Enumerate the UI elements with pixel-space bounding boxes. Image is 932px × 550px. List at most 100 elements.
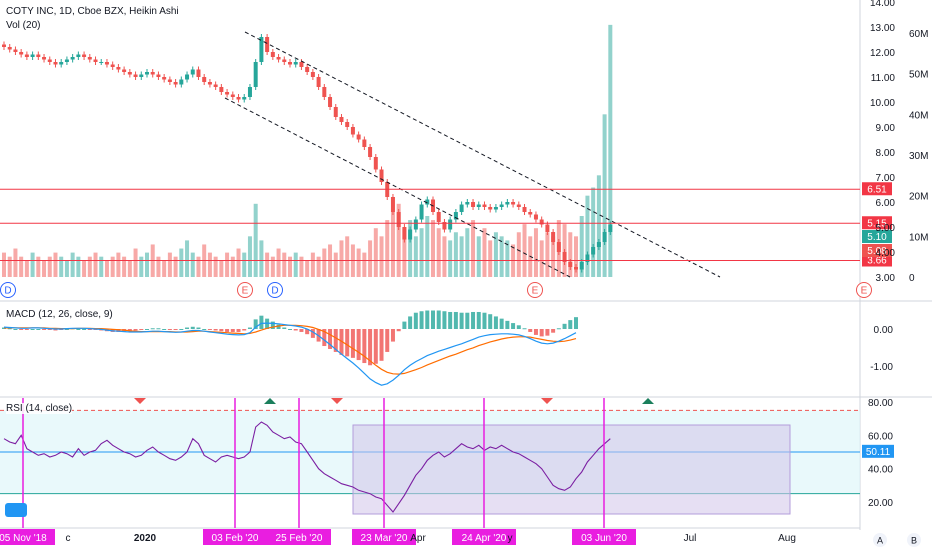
candle-body <box>499 204 504 207</box>
price-axis-tick: 3.00 <box>876 273 896 284</box>
candle-body <box>350 127 355 135</box>
volume-bar <box>505 240 510 277</box>
volume-bar <box>419 228 424 277</box>
dividend-marker <box>267 282 283 298</box>
sell-signal-arrow <box>134 398 146 404</box>
date-marker-tag <box>267 529 331 545</box>
event-marker-label: E <box>532 286 539 297</box>
price-axis-tick: 11.00 <box>871 73 896 84</box>
candle-body <box>288 62 292 65</box>
volume-bar <box>339 240 344 277</box>
volume-bar <box>436 228 441 277</box>
candle-body <box>413 219 418 230</box>
macd-histogram-bar <box>574 317 578 329</box>
candle-body <box>390 197 395 212</box>
macd-histogram-bar <box>522 328 527 330</box>
candle-body <box>362 139 367 147</box>
candle-body <box>579 262 584 270</box>
rsi-line <box>3 421 611 513</box>
macd-histogram-bar <box>162 329 167 330</box>
price-tag-label: 5.08 <box>867 246 887 257</box>
time-axis-tick: Jul <box>684 533 697 544</box>
volume-bar <box>30 252 35 277</box>
macd-histogram-bar <box>545 329 550 336</box>
time-axis-tick: Aug <box>778 533 796 544</box>
time-axis-tick: 2020 <box>134 533 157 544</box>
volume-bar <box>316 256 321 277</box>
macd-histogram-bar <box>47 329 52 330</box>
candle-body <box>293 62 298 65</box>
rsi-axis-tick: 20.00 <box>868 498 893 509</box>
volume-bar <box>431 220 435 277</box>
bottom-button <box>907 533 921 547</box>
candle-body <box>259 37 264 62</box>
macd-axis-tick: 0.00 <box>874 325 894 336</box>
chart-title: COTY INC, 1D, Cboe BZX, Heikin Ashi <box>6 6 179 17</box>
rsi-value-tag-label: 50.11 <box>866 447 891 458</box>
candle-body <box>64 59 69 62</box>
price-level-tag-label: 3.66 <box>867 256 887 267</box>
rsi-label: RSI (14, close) <box>6 403 73 414</box>
price-tag-label: 5.10 <box>867 232 887 243</box>
candle-body <box>402 227 407 240</box>
date-marker-label: 03 Feb '20 <box>212 533 259 544</box>
macd-histogram-bar <box>431 310 435 329</box>
macd-histogram-bar <box>213 329 218 331</box>
macd-histogram-bar <box>493 316 498 329</box>
rsi-axis-tick: 60.00 <box>868 431 893 442</box>
macd-histogram-bar <box>30 329 35 330</box>
rsi-range-box <box>352 424 791 515</box>
candle-body <box>562 252 567 262</box>
volume-bar <box>362 252 367 277</box>
volume-bar <box>127 260 132 277</box>
volume-bar <box>390 211 395 277</box>
volume-bar <box>207 252 212 277</box>
volume-bar <box>293 252 298 277</box>
volume-bar <box>522 224 527 277</box>
macd-histogram-bar <box>288 329 292 330</box>
volume-bar <box>242 252 247 277</box>
macd-histogram-bar <box>219 329 224 332</box>
volume-bar <box>442 236 447 277</box>
price-axis-tick: 8.00 <box>876 148 896 159</box>
buy-signal-arrow <box>264 398 276 404</box>
volume-bar <box>236 248 241 277</box>
candle-body <box>333 107 338 117</box>
candle-body <box>150 72 155 75</box>
macd-histogram-bar <box>488 314 493 329</box>
volume-bar <box>133 248 138 277</box>
volume-axis-tick: 10M <box>909 232 928 243</box>
candle-body <box>276 57 281 60</box>
date-marker-tag <box>572 529 636 545</box>
dividend-marker <box>0 282 16 298</box>
macd-histogram-bar <box>230 329 235 332</box>
bottom-button-label: A <box>877 536 883 546</box>
volume-axis-tick: 0 <box>909 273 915 284</box>
price-tag <box>862 244 892 257</box>
rsi-axis-tick: 40.00 <box>868 465 893 476</box>
macd-histogram-bar <box>350 329 355 358</box>
candle-body <box>173 82 178 85</box>
macd-histogram-bar <box>339 329 344 355</box>
macd-histogram-bar <box>265 318 270 329</box>
candle-body <box>453 212 458 220</box>
volume-bar <box>64 260 69 277</box>
time-axis-tick: Apr <box>410 533 426 544</box>
price-axis-tick: 12.00 <box>870 48 895 59</box>
macd-signal-line <box>4 324 577 375</box>
rsi-axis-tick: 80.00 <box>868 398 893 409</box>
volume-bar <box>173 256 178 277</box>
macd-histogram-bar <box>247 327 252 329</box>
candle-body <box>356 134 361 140</box>
date-marker-label: 25 Feb '20 <box>276 533 323 544</box>
macd-histogram-bar <box>7 328 12 330</box>
macd-histogram-bar <box>402 321 407 329</box>
grid <box>0 0 932 530</box>
candle-body <box>133 74 138 77</box>
vertical-markers: 05 Nov '18 03 Feb '20 25 Feb '20 23 Mar '20… <box>0 398 636 545</box>
macd-histogram-bar <box>511 323 516 329</box>
volume-bar <box>356 248 361 277</box>
candle-body <box>156 74 161 77</box>
